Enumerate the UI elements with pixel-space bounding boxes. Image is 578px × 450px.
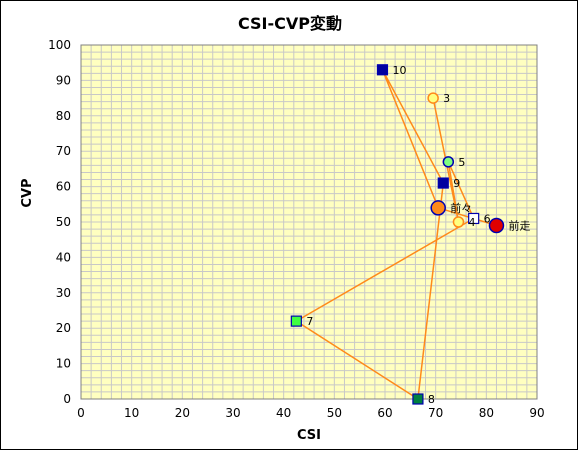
data-point xyxy=(468,212,480,225)
x-tick-label: 80 xyxy=(479,406,494,420)
x-tick-label: 30 xyxy=(225,406,240,420)
plot-border xyxy=(80,44,538,400)
series-line-path xyxy=(294,69,497,401)
x-tick-label: 20 xyxy=(175,406,190,420)
chart-title: CSI-CVP変動 xyxy=(238,14,342,33)
series-line xyxy=(294,69,497,401)
x-tick-label: 40 xyxy=(276,406,291,420)
data-label: 4 xyxy=(468,216,475,229)
x-tick-label: 60 xyxy=(377,406,392,420)
x-tick-label: 10 xyxy=(124,406,139,420)
y-tick-label: 20 xyxy=(56,321,71,335)
y-tick-label: 0 xyxy=(63,392,71,406)
data-label: 9 xyxy=(453,177,460,190)
data-label: 前々 xyxy=(450,201,472,215)
data-label: 5 xyxy=(458,156,465,169)
y-tick-label: 100 xyxy=(48,38,71,52)
y-axis-title: CVP xyxy=(20,178,35,207)
data-label: 前走 xyxy=(508,219,530,233)
x-tick-label: 0 xyxy=(77,406,85,420)
y-tick-label: 90 xyxy=(56,73,71,87)
x-axis-ticks: 0 10 20 30 40 50 60 70 80 90 xyxy=(77,406,544,420)
gridlines xyxy=(81,45,537,399)
x-tick-label: 70 xyxy=(428,406,443,420)
y-axis-ticks: 0 10 20 30 40 50 60 70 80 90 100 xyxy=(48,38,71,406)
x-tick-label: 90 xyxy=(529,406,544,420)
data-label: 7 xyxy=(306,315,313,328)
y-tick-label: 60 xyxy=(56,180,71,194)
data-point xyxy=(442,156,455,168)
data-point xyxy=(430,200,446,216)
data-label: 3 xyxy=(443,92,450,105)
data-point xyxy=(488,217,505,234)
data-label: 6 xyxy=(484,212,491,225)
data-point xyxy=(290,315,302,327)
data-label: 8 xyxy=(428,393,435,406)
y-tick-label: 50 xyxy=(56,215,71,229)
y-tick-label: 10 xyxy=(56,357,71,371)
data-label: 10 xyxy=(392,64,406,77)
y-tick-label: 40 xyxy=(56,250,71,264)
x-axis-title: CSI xyxy=(297,428,321,443)
data-point xyxy=(427,92,439,104)
data-point xyxy=(376,64,389,76)
x-tick-label: 50 xyxy=(327,406,342,420)
y-tick-label: 70 xyxy=(56,144,71,158)
data-points xyxy=(290,64,505,405)
data-point xyxy=(437,177,449,189)
y-tick-label: 80 xyxy=(56,109,71,123)
point-labels: 3 4 5 6 7 8 9 10 前走 前々 xyxy=(306,64,530,406)
y-tick-label: 30 xyxy=(56,286,71,300)
data-point xyxy=(412,393,424,405)
data-point xyxy=(452,216,465,228)
